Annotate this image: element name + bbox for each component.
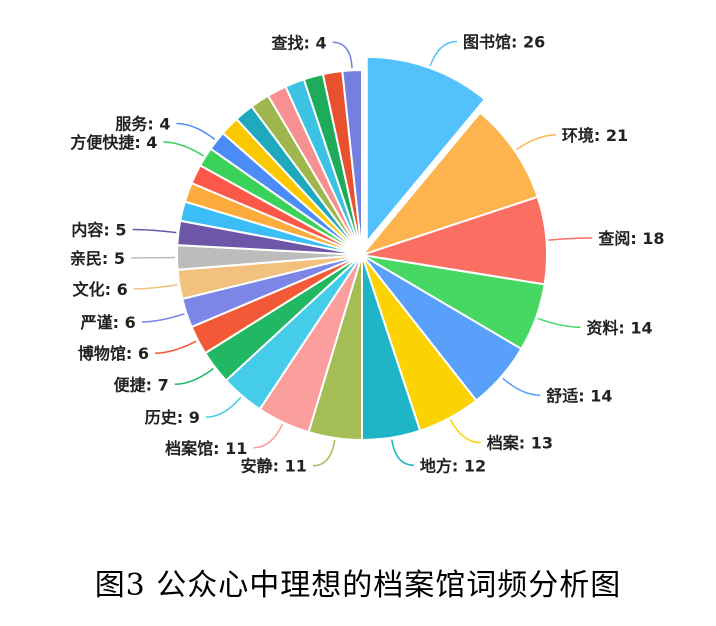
slice-labels: 图书馆: 26 环境: 21 查阅: 18 资料: 14 舒适: 14 档案: 13地方:… (70, 32, 665, 475)
slice-label-13: 文化: 6 (73, 280, 128, 299)
pie-chart: 图书馆: 26 环境: 21 查阅: 18 资料: 14 舒适: 14 档案: 13地方:… (70, 32, 665, 475)
pie-slices (176, 55, 548, 442)
pie-slice-0 (365, 55, 487, 245)
leader-line-5 (449, 419, 481, 444)
leader-line-0 (429, 40, 458, 67)
leader-line-12 (141, 313, 185, 323)
slice-label-3: 资料: 14 (586, 318, 652, 337)
pie-slice-1 (359, 111, 539, 258)
leader-line-11 (154, 340, 197, 354)
leader-line-8 (253, 423, 284, 449)
slice-label-11: 博物馆: 6 (78, 344, 149, 363)
slice-label-20: 服务: 4 (115, 114, 170, 133)
slice-label-2: 查阅: 18 (598, 229, 664, 248)
leader-line-4 (502, 377, 541, 397)
slice-label-15: 内容: 5 (71, 221, 126, 240)
leader-line-1 (516, 134, 556, 151)
leader-line-2 (548, 237, 593, 241)
leader-line-20 (176, 122, 216, 141)
slice-label-14: 亲民: 5 (70, 249, 125, 268)
leader-line-6 (391, 439, 414, 467)
slice-label-10: 便捷: 7 (114, 375, 169, 394)
slice-label-1: 环境: 21 (562, 126, 628, 145)
slice-label-5: 档案: 13 (487, 434, 553, 453)
leader-line-15 (132, 228, 177, 234)
leader-line-13 (133, 284, 178, 290)
slice-label-19: 方便快捷: 4 (70, 133, 157, 152)
slice-label-12: 严谨: 6 (80, 313, 136, 332)
slice-label-28: 查找: 4 (272, 33, 327, 52)
leader-line-3 (537, 317, 581, 329)
slice-label-8: 档案馆: 11 (165, 439, 247, 458)
leader-line-7 (312, 439, 336, 467)
leader-line-19 (163, 141, 204, 157)
leader-lines (131, 40, 593, 467)
slice-label-6: 地方: 12 (420, 456, 486, 475)
slice-label-9: 历史: 9 (145, 408, 200, 427)
slice-label-7: 安静: 11 (241, 457, 307, 476)
slice-label-4: 舒适: 14 (546, 386, 612, 405)
slice-label-0: 图书馆: 26 (463, 32, 545, 51)
figure-caption: 图3 公众心中理想的档案馆词频分析图 (94, 568, 622, 603)
leader-line-10 (174, 367, 214, 386)
pie-slice-28 (341, 68, 363, 256)
leader-line-9 (205, 396, 242, 418)
leader-line-28 (332, 41, 353, 69)
